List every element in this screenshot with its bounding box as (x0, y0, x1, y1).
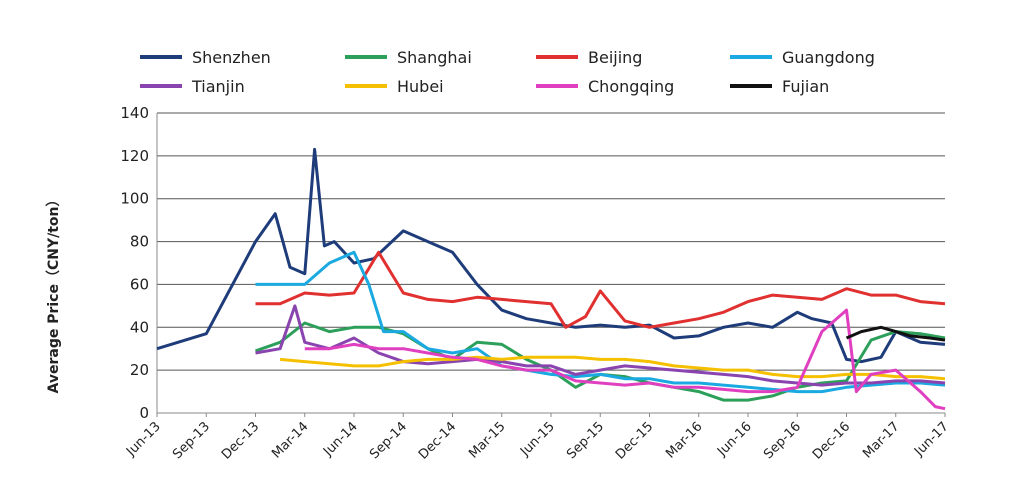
x-tick-label: Sep-14 (367, 419, 410, 462)
legend-label: Guangdong (782, 48, 875, 67)
y-tick-label: 120 (120, 147, 149, 165)
legend-item-shanghai: Shanghai (345, 48, 472, 67)
series-line-fujian (845, 325, 946, 342)
x-tick-label: Jun-17 (911, 419, 952, 460)
legend-label: Chongqing (588, 77, 674, 96)
y-tick-label: 20 (130, 361, 149, 379)
y-tick-label: 100 (120, 190, 149, 208)
y-axis-ticks: 0 20 40 60 80 100 120 140 (120, 104, 149, 422)
y-tick-label: 80 (130, 233, 149, 251)
legend-item-hubei: Hubei (345, 77, 444, 96)
x-tick-label: Jun-15 (517, 419, 558, 460)
x-tick-label: Dec-14 (416, 419, 459, 462)
y-tick-label: 60 (130, 275, 149, 293)
x-tick-label: Jun-16 (714, 419, 755, 460)
x-axis-ticks: Jun-13 Sep-13 Dec-13 Mar-14 Jun-14 Sep-14 Dec-… (123, 419, 952, 462)
y-tick-label: 40 (130, 318, 149, 336)
series-line-hubei (279, 355, 946, 381)
y-axis-title: Average Price（CNY/ton） (46, 193, 62, 394)
series-line-tianjin (255, 304, 946, 387)
x-tick-label: Mar-17 (860, 419, 902, 461)
legend-label: Fujian (782, 77, 829, 96)
legend-item-guangdong: Guangdong (730, 48, 875, 67)
y-tick-label: 0 (139, 404, 149, 422)
legend: Shenzhen Shanghai Beijing Guangdong Tianjin H… (140, 48, 875, 96)
series-line-shenzhen (156, 147, 946, 364)
legend-item-fujian: Fujian (730, 77, 829, 96)
legend-label: Hubei (397, 77, 444, 96)
series-lines (156, 147, 946, 411)
x-tick-label: Mar-15 (466, 419, 508, 461)
x-tick-label: Mar-16 (663, 419, 705, 461)
x-tick-label: Dec-16 (810, 419, 853, 462)
x-tick-label: Sep-15 (564, 419, 607, 462)
x-tick-label: Jun-14 (320, 419, 361, 460)
x-tick-label: Dec-15 (613, 419, 656, 462)
series-line-beijing (255, 250, 946, 329)
series-line-guangdong (255, 250, 946, 394)
y-tick-label: 140 (120, 104, 149, 122)
legend-label: Shenzhen (192, 48, 271, 67)
legend-label: Tianjin (191, 77, 245, 96)
legend-item-tianjin: Tianjin (140, 77, 245, 96)
series-line-chongqing (304, 308, 946, 411)
x-tick-label: Dec-13 (219, 419, 262, 462)
x-tick-label: Sep-16 (761, 419, 804, 462)
legend-label: Shanghai (397, 48, 472, 67)
legend-item-shenzhen: Shenzhen (140, 48, 271, 67)
x-tick-label: Jun-13 (123, 419, 164, 460)
x-tick-label: Sep-13 (170, 419, 213, 462)
legend-item-chongqing: Chongqing (536, 77, 674, 96)
x-tick-label: Mar-14 (269, 419, 311, 461)
legend-item-beijing: Beijing (536, 48, 642, 67)
legend-label: Beijing (588, 48, 642, 67)
